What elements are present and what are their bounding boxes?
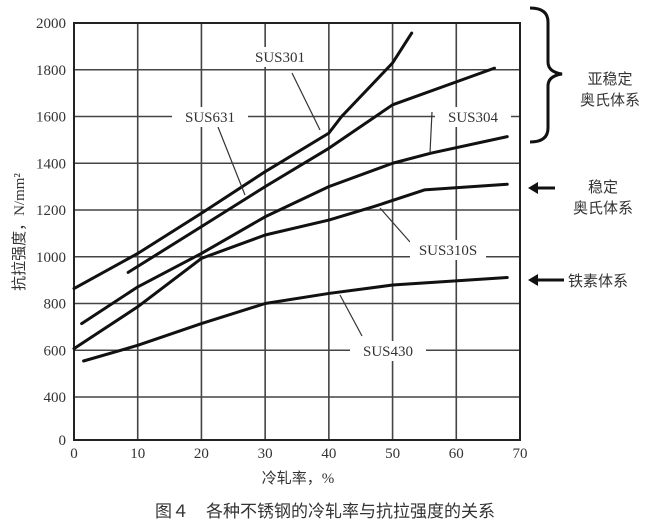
leader-line-sus301 <box>291 72 321 131</box>
ferritic-label: 铁素体系 <box>568 272 628 290</box>
y-tick-label: 1200 <box>36 203 66 219</box>
series-label-sus631: SUS631 <box>185 110 235 126</box>
leader-line-sus310s <box>379 207 411 243</box>
label-background <box>435 107 511 127</box>
plot-frame <box>73 22 521 441</box>
series-line-sus631 <box>126 66 497 274</box>
x-tick-label: 20 <box>194 446 209 462</box>
series-label-sus430: SUS430 <box>363 344 413 360</box>
series-label-sus301: SUS301 <box>255 50 305 66</box>
y-tick-label: 800 <box>44 297 67 313</box>
y-tick-label: 2000 <box>36 16 66 32</box>
series-label-sus310s: SUS310S <box>419 243 477 259</box>
y-tick-label: 1600 <box>36 110 66 126</box>
leader-line-sus304 <box>429 111 433 154</box>
x-tick-label: 10 <box>130 446 145 462</box>
label-background <box>410 240 486 260</box>
label-background <box>172 107 248 127</box>
y-tick-label: 1400 <box>36 156 66 172</box>
y-tick-label: 600 <box>44 343 67 359</box>
x-tick-label: 50 <box>385 446 400 462</box>
x-tick-label: 40 <box>321 446 336 462</box>
y-axis-label: 抗拉强度，N/mm² <box>11 173 28 291</box>
arrow-left-icon <box>528 274 564 286</box>
series-line-sus304 <box>80 135 509 326</box>
series-line-sus310s <box>72 182 509 351</box>
y-tick-label: 0 <box>59 433 67 449</box>
series-line-sus301 <box>72 31 414 291</box>
brace-icon <box>529 6 563 144</box>
stable-label-1: 稳定 <box>588 178 618 196</box>
series-line-sus430 <box>82 276 509 363</box>
x-tick-label: 60 <box>449 446 464 462</box>
metastable-label-1: 亚稳定 <box>587 70 632 88</box>
x-tick-label: 30 <box>258 446 273 462</box>
label-background <box>242 47 318 67</box>
arrow-left-icon <box>528 182 555 194</box>
y-tick-label: 1000 <box>36 250 66 266</box>
y-tick-label: 400 <box>44 390 67 406</box>
series-lines <box>72 31 509 363</box>
x-tick-label: 70 <box>513 446 528 462</box>
x-tick-label: 0 <box>70 446 78 462</box>
metastable-label-2: 奥氏体系 <box>580 91 640 109</box>
series-labels: SUS301 SUS631 SUS304 SUS310S SUS430 <box>172 47 511 361</box>
grid <box>74 23 520 440</box>
series-label-sus304: SUS304 <box>448 110 499 126</box>
x-axis-label: 冷轧率，% <box>262 470 335 487</box>
leader-line-sus430 <box>339 294 363 337</box>
y-tick-label: 1800 <box>36 63 66 79</box>
ticks: 0 10 20 30 40 50 60 70 0 400 600 800 1000 1200 1400 160… <box>36 16 528 462</box>
label-background <box>350 341 426 361</box>
figure-caption: 图４ 各种不锈钢的冷轧率与抗拉强度的关系 <box>155 502 495 522</box>
stable-label-2: 奥氏体系 <box>573 199 633 217</box>
leader-line-sus631 <box>217 126 246 196</box>
